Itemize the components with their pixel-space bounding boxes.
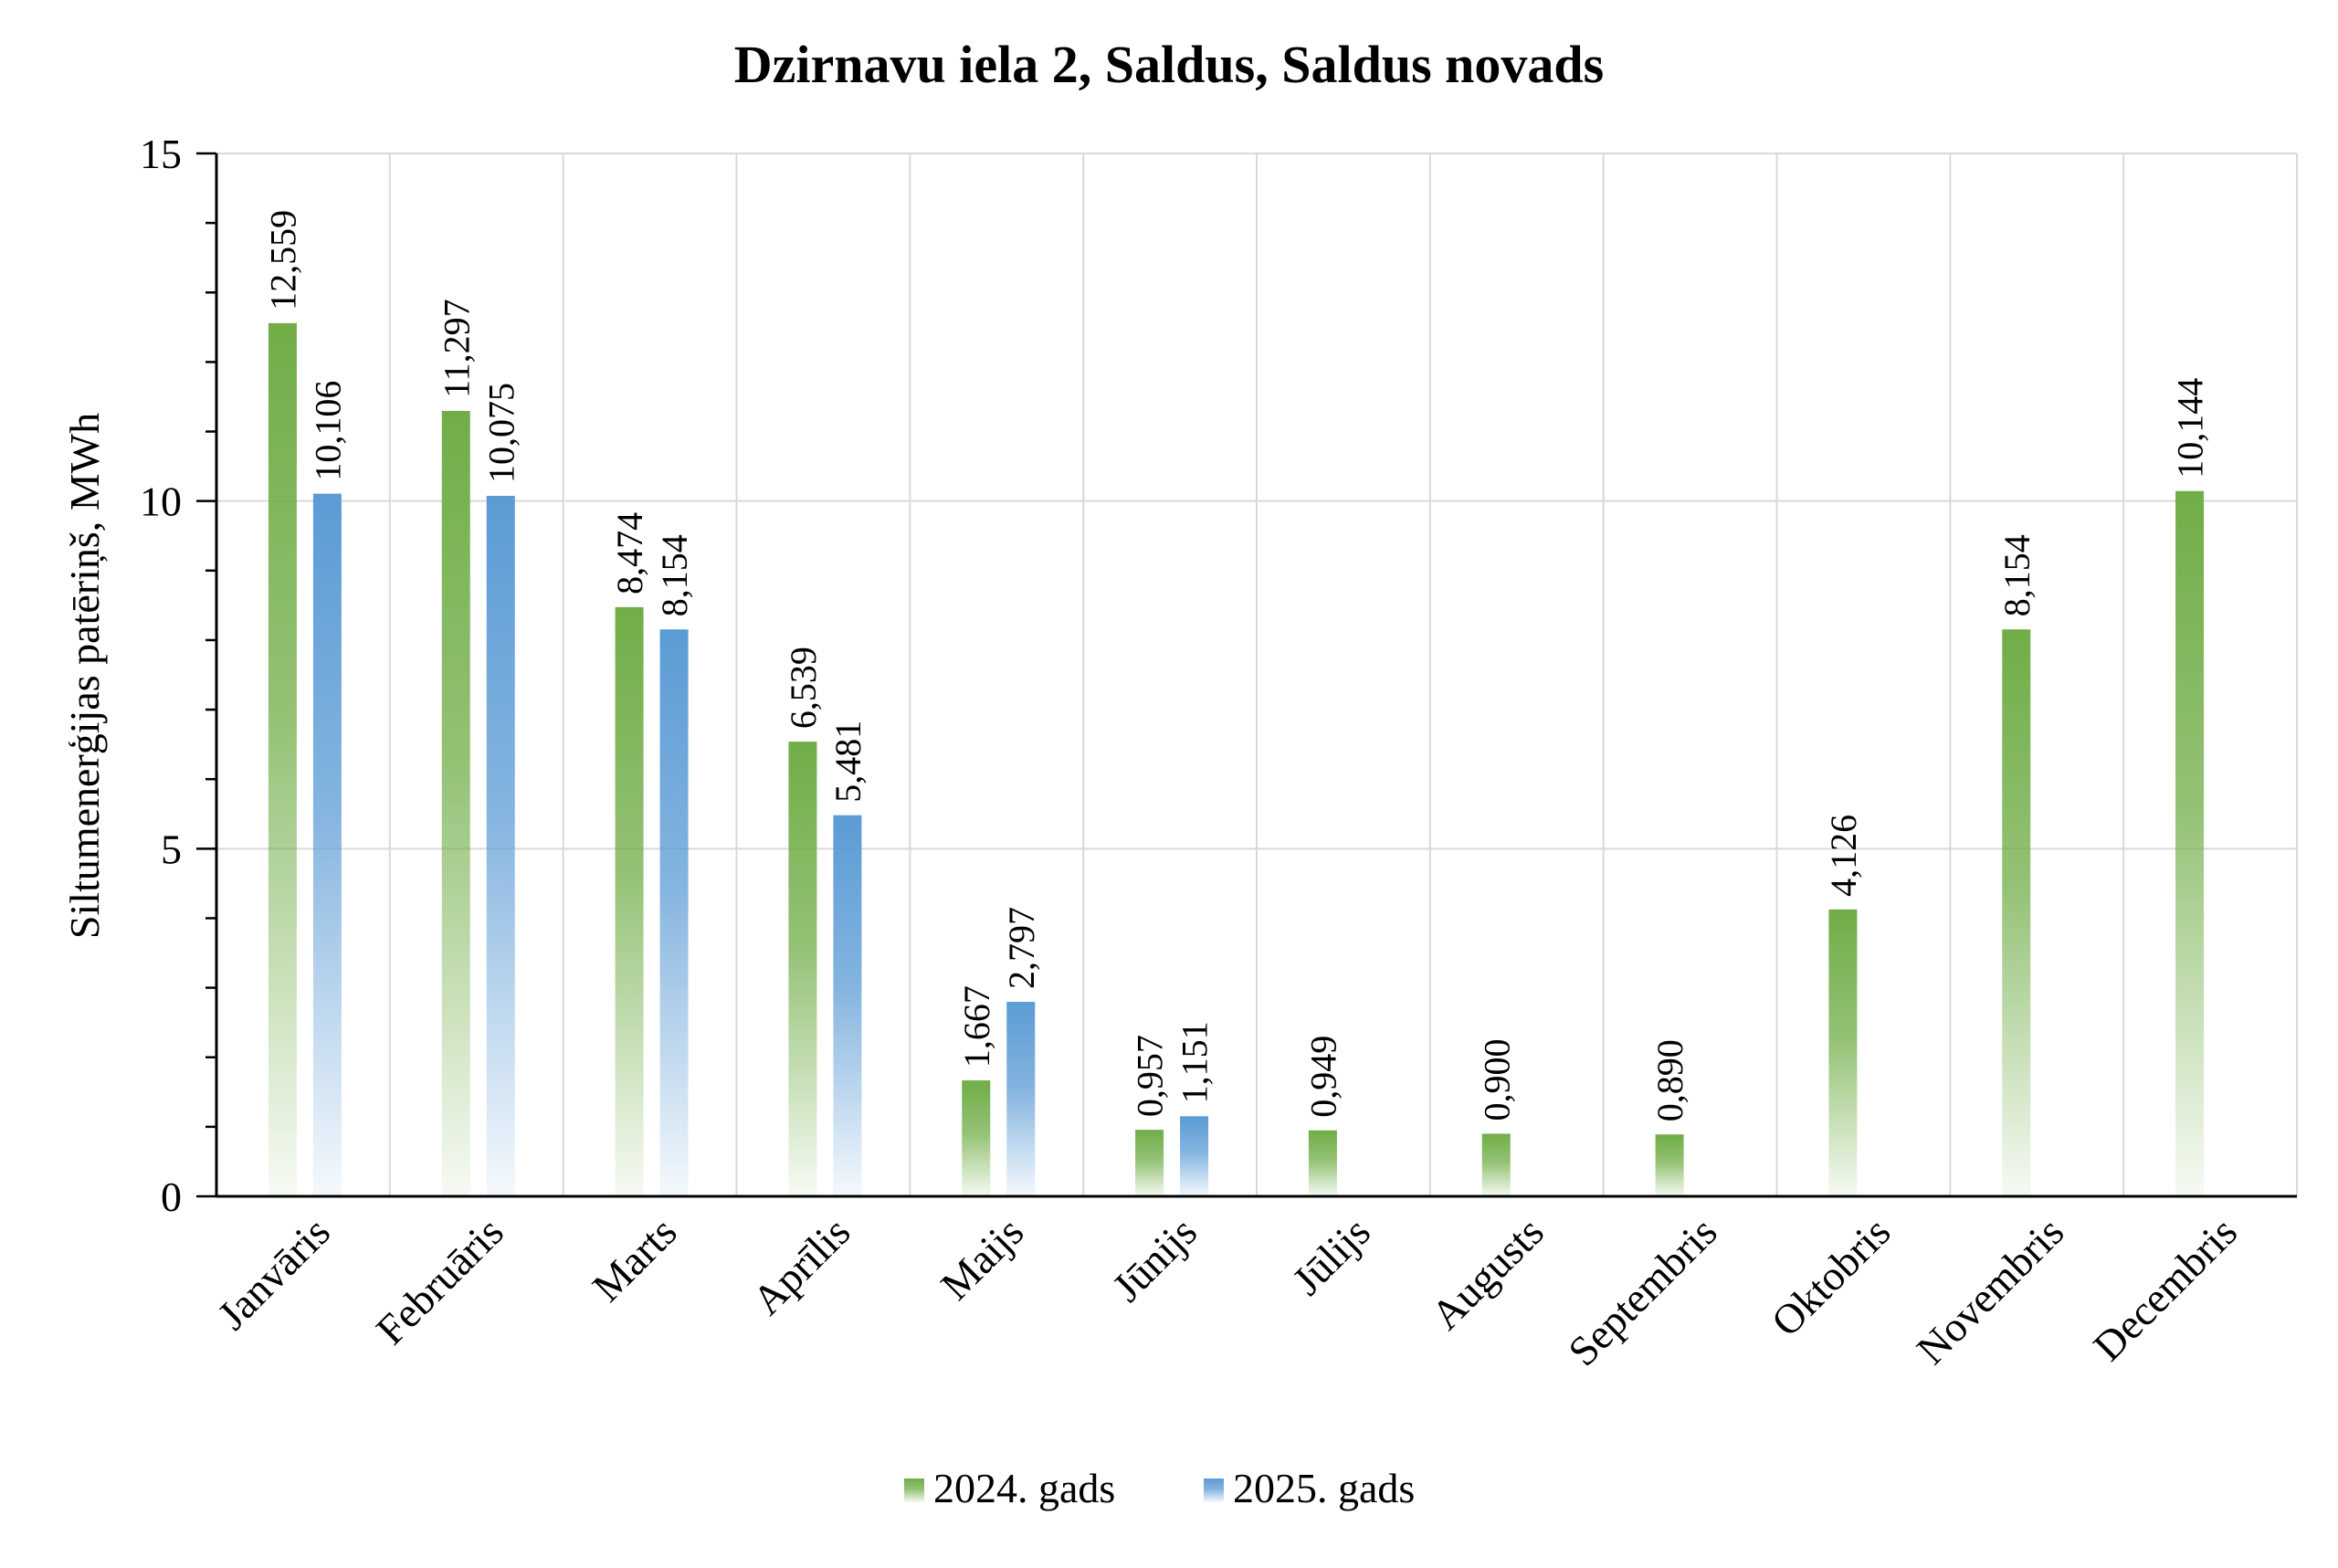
bar-series2-0 bbox=[312, 493, 342, 1196]
bar-series1-4 bbox=[962, 1080, 991, 1196]
bar-series2-3 bbox=[833, 815, 862, 1196]
legend: 2024. gads 2025. gads bbox=[904, 1465, 1415, 1511]
data-label: 4,126 bbox=[1823, 815, 1864, 897]
bar-series1-11 bbox=[2175, 490, 2205, 1196]
x-tick-label: Septembris bbox=[1559, 1208, 1725, 1374]
x-tick-label: Maijs bbox=[932, 1208, 1032, 1309]
x-tick-label: Oktobris bbox=[1763, 1208, 1900, 1345]
data-label: 0,949 bbox=[1302, 1036, 1343, 1118]
data-label: 8,154 bbox=[1996, 534, 2038, 616]
y-tick-label: 15 bbox=[140, 131, 182, 177]
data-label: 10,075 bbox=[480, 383, 521, 483]
gridlines bbox=[216, 153, 2298, 1196]
bar-series1-3 bbox=[788, 742, 817, 1196]
data-label: 10,106 bbox=[307, 381, 348, 481]
data-label: 0,900 bbox=[1476, 1038, 1517, 1121]
bar-series2-5 bbox=[1180, 1116, 1209, 1196]
bar-series1-8 bbox=[1655, 1134, 1684, 1196]
data-label: 8,154 bbox=[654, 534, 695, 616]
x-tick-label: Marts bbox=[584, 1208, 686, 1310]
data-label: 10,144 bbox=[2170, 378, 2211, 479]
bar-series1-1 bbox=[441, 410, 470, 1196]
x-tick-label: Jūnijs bbox=[1103, 1208, 1206, 1310]
y-tick-label: 10 bbox=[140, 479, 182, 525]
x-tick-label: Aprīlis bbox=[743, 1208, 858, 1323]
bars bbox=[268, 322, 2205, 1197]
x-tick-label: Februāris bbox=[367, 1208, 512, 1353]
x-tick-label: Decembris bbox=[2084, 1208, 2246, 1370]
bar-series1-0 bbox=[268, 322, 297, 1197]
bar-series1-5 bbox=[1135, 1130, 1164, 1196]
bar-series1-2 bbox=[615, 606, 644, 1196]
data-label: 5,481 bbox=[827, 721, 869, 803]
data-label: 8,474 bbox=[609, 512, 650, 595]
bar-series1-10 bbox=[2002, 629, 2031, 1196]
data-label: 11,297 bbox=[436, 299, 477, 398]
legend-swatch bbox=[1204, 1479, 1224, 1502]
data-label: 1,151 bbox=[1174, 1021, 1216, 1103]
legend-label: 2025. gads bbox=[1233, 1465, 1415, 1511]
x-tick-label: Janvāris bbox=[208, 1208, 339, 1339]
bar-series1-6 bbox=[1308, 1130, 1337, 1196]
y-axis-title: Siltumenerģijas patēriņš, MWh bbox=[61, 413, 108, 939]
bar-series1-7 bbox=[1481, 1133, 1511, 1196]
bar-series2-4 bbox=[1006, 1002, 1036, 1196]
legend-label: 2024. gads bbox=[933, 1465, 1115, 1511]
bar-series2-2 bbox=[659, 629, 689, 1196]
bar-series1-9 bbox=[1828, 909, 1858, 1196]
y-tick-label: 0 bbox=[161, 1173, 182, 1220]
chart-title: Dzirnavu iela 2, Saldus, Saldus novads bbox=[734, 35, 1604, 94]
data-label: 12,559 bbox=[262, 210, 303, 310]
legend-swatch bbox=[904, 1479, 924, 1502]
bar-series2-1 bbox=[486, 495, 515, 1196]
x-tick-label: Novembris bbox=[1908, 1208, 2073, 1373]
data-label: 2,797 bbox=[1001, 907, 1042, 989]
data-label: 6,539 bbox=[783, 647, 824, 729]
y-tick-label: 5 bbox=[161, 826, 182, 872]
x-tick-label: Augusts bbox=[1422, 1208, 1553, 1339]
data-label: 1,667 bbox=[956, 985, 997, 1068]
data-label: 0,890 bbox=[1649, 1039, 1690, 1121]
x-tick-label: Jūlijs bbox=[1283, 1208, 1379, 1304]
data-label: 0,957 bbox=[1130, 1035, 1171, 1117]
